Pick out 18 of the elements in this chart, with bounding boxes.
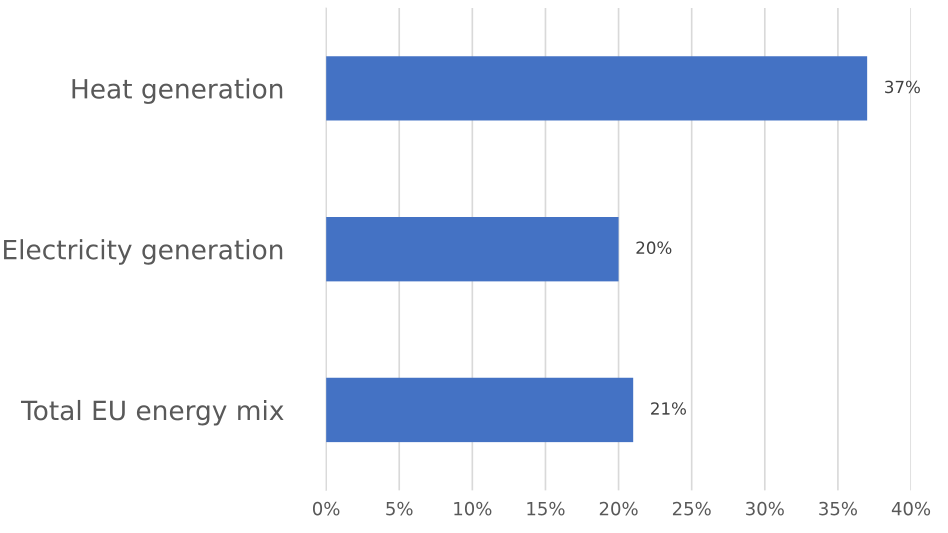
data-label: 37%: [885, 80, 920, 94]
x-tick-label: 15%: [527, 502, 565, 516]
x-tick-label: 20%: [600, 502, 638, 516]
data-label: 20%: [636, 241, 672, 254]
x-tick-label: 5%: [386, 502, 413, 516]
x-tick-label: 25%: [672, 502, 711, 516]
x-tick-label: 35%: [819, 502, 857, 516]
y-tick-label: Electricity generation: [4, 239, 282, 265]
x-tick-label: 30%: [746, 502, 784, 516]
bar: [326, 378, 634, 442]
y-tick-label: Heat generation: [72, 78, 282, 104]
x-tick-label: 10%: [454, 502, 492, 516]
y-tick-label: Total EU energy mix: [20, 400, 284, 426]
x-tick-label: 40%: [892, 502, 930, 516]
data-label: 21%: [651, 402, 686, 415]
bar: [326, 217, 619, 282]
bar: [326, 56, 868, 121]
x-tick-label: 0%: [312, 502, 340, 516]
